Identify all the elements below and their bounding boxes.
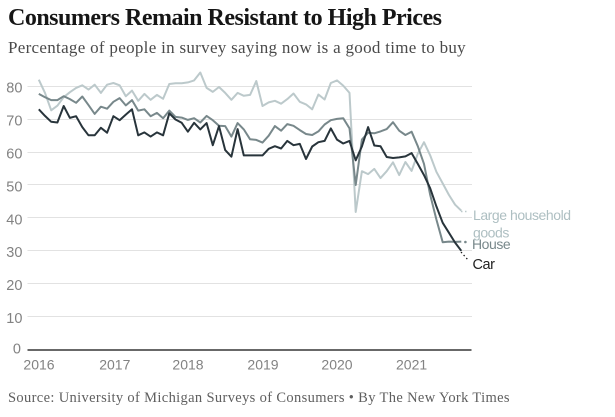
svg-text:40: 40 bbox=[6, 212, 22, 228]
svg-text:House: House bbox=[472, 236, 511, 252]
svg-text:goods: goods bbox=[473, 225, 509, 241]
svg-text:30: 30 bbox=[6, 245, 22, 261]
svg-text:Car: Car bbox=[473, 257, 496, 273]
svg-text:2021: 2021 bbox=[396, 356, 427, 372]
svg-text:2018: 2018 bbox=[172, 356, 203, 372]
svg-text:70: 70 bbox=[6, 114, 22, 130]
svg-text:2020: 2020 bbox=[321, 356, 352, 372]
svg-text:80: 80 bbox=[6, 81, 22, 97]
svg-text:2016: 2016 bbox=[23, 356, 54, 372]
svg-text:10: 10 bbox=[6, 311, 22, 327]
svg-text:0: 0 bbox=[13, 341, 21, 357]
svg-text:Large household: Large household bbox=[473, 207, 571, 223]
svg-text:60: 60 bbox=[6, 147, 22, 163]
svg-text:2017: 2017 bbox=[99, 356, 130, 372]
svg-text:20: 20 bbox=[6, 278, 22, 294]
svg-text:2019: 2019 bbox=[247, 356, 278, 372]
svg-text:50: 50 bbox=[6, 179, 22, 195]
